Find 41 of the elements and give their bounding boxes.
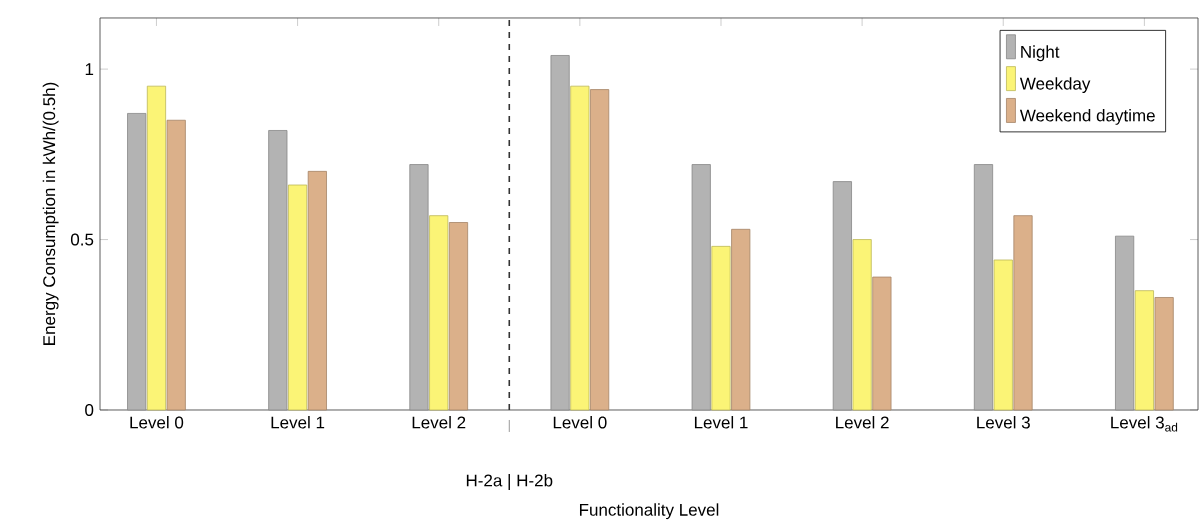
bar xyxy=(288,184,308,411)
bar xyxy=(590,89,610,411)
y-tick-label: 0.5 xyxy=(70,233,94,246)
y-tick-label: 0 xyxy=(85,403,94,416)
bar xyxy=(1013,215,1033,411)
bar xyxy=(731,228,751,411)
bar xyxy=(993,259,1013,411)
bar xyxy=(146,85,167,411)
legend-label: Weekday xyxy=(1019,77,1091,94)
x-tick-label: Level 1 xyxy=(271,416,325,429)
bar xyxy=(872,276,892,411)
x-tick-label: Level 1 xyxy=(694,416,748,429)
bar xyxy=(409,164,429,411)
bar xyxy=(973,164,994,411)
x-tick-label: Level 2 xyxy=(412,416,466,429)
bar xyxy=(832,181,852,411)
x-tick-label: Level 3$_{ad}$ xyxy=(1111,416,1178,432)
bar xyxy=(268,130,288,411)
bar xyxy=(1134,290,1154,411)
x-tick-label: Level 3 xyxy=(977,416,1030,429)
bar xyxy=(550,55,570,411)
bar xyxy=(1115,235,1135,411)
bar xyxy=(166,119,186,411)
bar xyxy=(691,164,711,411)
x-axis-title: Functionality Level xyxy=(579,503,719,520)
bar xyxy=(711,245,731,411)
bar xyxy=(127,113,147,411)
y-tick-label: 1 xyxy=(85,63,94,75)
bar xyxy=(1154,297,1174,411)
legend-label: Weekend daytime xyxy=(1019,109,1155,125)
x-tick-label: Level 2 xyxy=(836,416,889,429)
x-tick-label: Level 0 xyxy=(130,416,184,429)
text: H-2a | H-2b xyxy=(466,474,553,490)
bar xyxy=(852,239,872,411)
bar xyxy=(570,85,590,411)
bar xyxy=(448,222,469,411)
y-axis-title: Energy Consumption in kWh/(0.5h) xyxy=(42,82,59,345)
x-tick-label: Level 0 xyxy=(553,416,607,429)
legend-label: Night xyxy=(1021,45,1060,62)
bar xyxy=(307,170,327,411)
bar xyxy=(429,215,449,411)
